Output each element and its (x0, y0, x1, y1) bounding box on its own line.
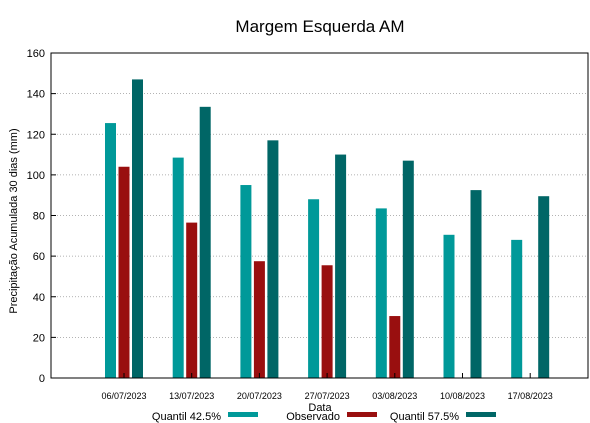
legend-label: Quantil 42.5% (152, 411, 221, 423)
bar (538, 196, 550, 378)
legend-swatch (466, 412, 496, 417)
bar (402, 160, 414, 378)
legend-swatch (347, 412, 377, 417)
y-tick-label: 120 (27, 129, 45, 141)
legend-label: Observado (286, 411, 340, 423)
bar (105, 123, 116, 378)
bar (443, 234, 455, 378)
y-tick-label: 20 (33, 332, 45, 344)
x-axis-ticks: 06/07/2023 13/07/2023 20/07/2023 27/07/2023… (101, 373, 553, 401)
y-tick-label: 40 (33, 292, 45, 304)
y-tick-label: 0 (39, 373, 45, 385)
x-tick-label: 06/07/2023 (101, 391, 146, 401)
bar (335, 154, 347, 378)
y-tick-label: 80 (33, 211, 45, 223)
x-tick-label: 10/08/2023 (440, 391, 485, 401)
y-axis-label: Precipitação Acumulada 30 dias (mm) (8, 128, 20, 313)
y-tick-label: 100 (27, 170, 45, 182)
chart-title: Margem Esquerda AM (235, 17, 404, 36)
bar (321, 265, 333, 378)
bar (132, 79, 143, 378)
bar (308, 199, 320, 378)
y-tick-label: 140 (27, 89, 45, 101)
y-tick-label: 160 (27, 48, 45, 60)
bar (199, 106, 211, 378)
x-tick-label: 27/07/2023 (305, 391, 350, 401)
bar (375, 208, 387, 378)
x-tick-label: 13/07/2023 (169, 391, 214, 401)
legend-label: Quantil 57.5% (390, 411, 459, 423)
bar (253, 261, 265, 378)
x-axis-label: Data (308, 402, 332, 414)
x-tick-label: 03/08/2023 (372, 391, 417, 401)
bar (389, 316, 401, 378)
y-axis-ticks: 0 20 40 60 80 100 120 140 160 (27, 48, 56, 385)
bar (118, 166, 130, 378)
bar (267, 140, 279, 378)
bar (186, 222, 198, 378)
bar (240, 185, 252, 378)
bar (470, 190, 482, 378)
bar (172, 157, 184, 378)
y-tick-label: 60 (33, 251, 45, 263)
bars (105, 79, 550, 378)
legend-swatch (228, 412, 258, 417)
bar (511, 239, 523, 378)
legend: Quantil 42.5% Observado Quantil 57.5% (152, 411, 496, 423)
x-tick-label: 20/07/2023 (237, 391, 282, 401)
gridlines (51, 93, 588, 338)
x-tick-label: 17/08/2023 (508, 391, 553, 401)
